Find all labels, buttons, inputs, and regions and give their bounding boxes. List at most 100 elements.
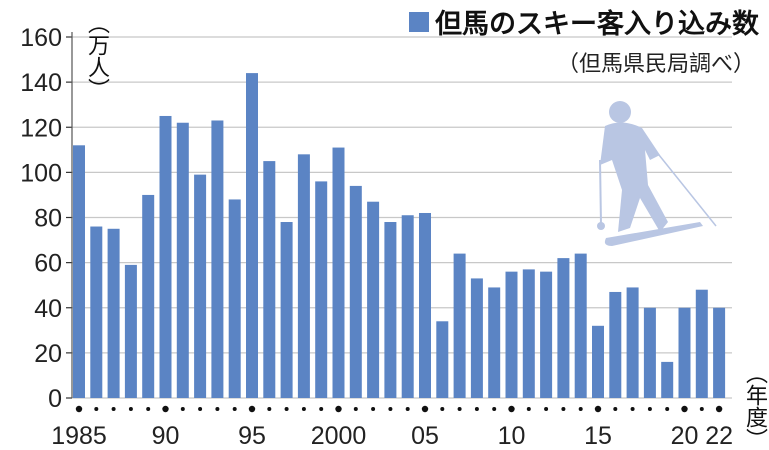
bar-2005 — [419, 212, 431, 398]
bar-1986 — [90, 226, 103, 398]
x-tick-dot — [613, 407, 618, 411]
x-tick-dot — [248, 405, 256, 413]
x-tick-dot — [75, 405, 83, 413]
x-tick-dot — [492, 407, 497, 411]
x-tick-dot — [526, 407, 531, 411]
bar-1987 — [107, 228, 120, 398]
y-tick-label: 60 — [34, 250, 62, 278]
x-tick-dot — [180, 407, 185, 411]
x-tick-dot — [162, 405, 169, 413]
bar-1985 — [73, 145, 85, 398]
x-tick-label: 20 — [671, 422, 699, 448]
x-tick-dot — [544, 407, 549, 411]
bar-1993 — [211, 120, 224, 398]
bar-2009 — [488, 287, 501, 398]
y-tick-label: 160 — [20, 24, 62, 52]
x-tick-dot — [594, 405, 602, 413]
x-tick-label: 1985 — [51, 422, 107, 448]
bar-1991 — [176, 122, 189, 399]
bar-2015 — [592, 325, 604, 398]
x-tick-dot — [440, 407, 445, 411]
x-tick-dot — [421, 405, 429, 413]
x-tick-dot — [111, 407, 116, 411]
x-tick-dot — [319, 407, 324, 411]
x-tick-dot — [405, 407, 410, 411]
x-axis-label: （年度） — [742, 362, 767, 450]
bar-2008 — [470, 278, 483, 398]
x-tick-dot — [457, 407, 462, 411]
bar-2002 — [367, 201, 380, 398]
bar-2013 — [557, 258, 570, 398]
x-tick-dot — [94, 407, 99, 411]
bar-2019 — [661, 361, 674, 398]
bar-2012 — [540, 271, 553, 398]
x-tick-dot — [561, 407, 566, 411]
x-tick-label: 05 — [411, 422, 439, 448]
bar-1994 — [228, 199, 241, 398]
bar-1988 — [124, 264, 137, 398]
bar-1997 — [280, 222, 293, 398]
y-tick-label: 140 — [20, 69, 62, 97]
x-tick-dot — [647, 407, 652, 411]
x-tick-label: 2000 — [311, 422, 367, 448]
bar-1996 — [263, 161, 276, 398]
x-tick-dot — [474, 407, 479, 411]
bar-2022 — [713, 307, 726, 398]
bar-2016 — [609, 291, 622, 398]
bar-1990 — [159, 115, 172, 398]
bar-1989 — [142, 194, 155, 398]
x-tick-dot — [508, 405, 515, 413]
x-tick-dot — [267, 407, 272, 411]
bar-2014 — [574, 253, 587, 398]
x-tick-dot — [388, 407, 393, 411]
chart-source: （但馬県民局調べ） — [556, 52, 755, 77]
x-tick-dot — [699, 407, 704, 411]
bar-2018 — [643, 307, 656, 398]
y-tick-label: 20 — [34, 340, 62, 368]
bar-1998 — [297, 154, 310, 398]
chart-title-text: 但馬のスキー客入り込み数 — [435, 9, 759, 40]
bar-2004 — [401, 215, 414, 398]
x-tick-dot — [715, 405, 723, 413]
skier-icon — [597, 101, 717, 246]
x-tick-dot — [665, 407, 670, 411]
x-tick-dot — [198, 407, 203, 411]
bar-2010 — [505, 271, 518, 398]
bar-2007 — [453, 253, 466, 398]
bar-2001 — [349, 185, 362, 398]
y-tick-label: 40 — [34, 295, 62, 323]
x-tick-dot — [146, 407, 151, 411]
chart-title: 但馬のスキー客入り込み数 — [409, 2, 759, 41]
x-tick-label: 10 — [498, 422, 526, 448]
bar-2020 — [678, 307, 691, 398]
bar-2017 — [626, 287, 639, 398]
x-tick-dot — [284, 407, 289, 411]
bar-2003 — [384, 222, 397, 398]
x-tick-dot — [630, 407, 635, 411]
x-tick-label: 90 — [152, 422, 180, 448]
y-axis-label: （万人） — [84, 12, 109, 100]
x-tick-dot — [215, 407, 220, 411]
x-tick-dot — [301, 407, 306, 411]
x-tick-label: 95 — [238, 422, 266, 448]
legend-swatch — [409, 11, 429, 32]
y-tick-label: 120 — [20, 114, 62, 142]
x-tick-dot — [681, 405, 688, 413]
y-tick-label: 80 — [34, 205, 62, 233]
x-tick-dot — [353, 407, 358, 411]
bar-2006 — [436, 321, 449, 398]
x-tick-dot — [232, 407, 237, 411]
x-tick-label: 15 — [584, 422, 612, 448]
x-tick-label: 22 — [705, 422, 733, 448]
bar-1999 — [315, 181, 328, 398]
bar-2021 — [695, 289, 708, 398]
y-tick-label: 100 — [20, 159, 62, 187]
bar-1995 — [246, 73, 258, 398]
x-tick-dot — [578, 407, 583, 411]
x-tick-dot — [128, 407, 133, 411]
bar-2000 — [332, 147, 345, 398]
x-tick-dot — [335, 405, 342, 413]
bar-2011 — [522, 269, 535, 398]
bar-1992 — [194, 174, 207, 398]
